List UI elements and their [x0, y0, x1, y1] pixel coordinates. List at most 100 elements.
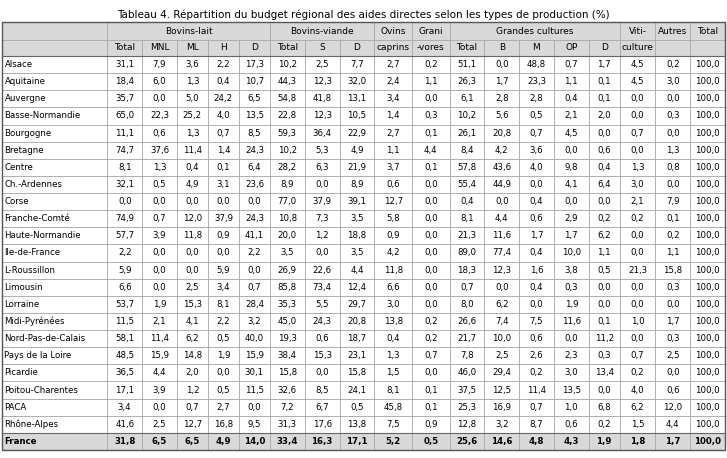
Bar — [270, 365, 305, 382]
Bar — [239, 365, 270, 382]
Bar — [2, 227, 108, 245]
Bar — [449, 210, 484, 227]
Text: 1,7: 1,7 — [665, 437, 680, 446]
Text: 29,7: 29,7 — [348, 300, 366, 309]
Bar — [270, 365, 305, 382]
Bar — [108, 56, 142, 73]
Text: 0,0: 0,0 — [631, 94, 644, 104]
Bar — [449, 210, 484, 227]
Bar — [449, 313, 484, 330]
Bar — [656, 56, 690, 73]
Bar — [177, 330, 208, 347]
Bar — [340, 416, 374, 433]
Bar — [305, 125, 340, 142]
Text: 0,3: 0,3 — [666, 283, 680, 292]
Bar — [619, 279, 656, 296]
Text: Ile-de-France: Ile-de-France — [4, 249, 60, 257]
Bar — [656, 398, 690, 416]
Bar — [142, 227, 177, 245]
Bar — [208, 193, 239, 210]
Bar — [484, 245, 519, 262]
Bar — [270, 40, 305, 56]
Bar — [449, 245, 484, 262]
Bar — [208, 262, 239, 279]
Bar — [589, 398, 619, 416]
Text: 100,0: 100,0 — [695, 197, 720, 206]
Bar — [177, 262, 208, 279]
Text: 5,6: 5,6 — [495, 111, 508, 120]
Bar — [519, 90, 554, 107]
Bar — [656, 107, 690, 125]
Bar — [519, 245, 554, 262]
Bar — [484, 159, 519, 176]
Text: 3,0: 3,0 — [386, 300, 400, 309]
Bar — [340, 330, 374, 347]
Bar — [554, 227, 589, 245]
Bar — [177, 90, 208, 107]
Bar — [177, 296, 208, 313]
Text: 1,6: 1,6 — [530, 266, 543, 275]
Bar — [656, 210, 690, 227]
Bar — [690, 107, 725, 125]
Text: 1,5: 1,5 — [386, 368, 400, 377]
Bar — [142, 296, 177, 313]
Text: -vores: -vores — [417, 44, 444, 53]
Bar — [449, 245, 484, 262]
Text: 41,6: 41,6 — [115, 420, 134, 429]
Bar — [619, 56, 656, 73]
Bar — [412, 193, 449, 210]
Bar — [554, 416, 589, 433]
Bar — [177, 416, 208, 433]
Bar — [270, 125, 305, 142]
Bar — [142, 296, 177, 313]
Bar — [519, 159, 554, 176]
Text: 73,4: 73,4 — [313, 283, 332, 292]
Bar — [239, 382, 270, 398]
Text: 0,0: 0,0 — [217, 197, 230, 206]
Text: 0,0: 0,0 — [598, 129, 611, 137]
Bar — [554, 398, 589, 416]
Text: 6,2: 6,2 — [631, 403, 644, 412]
Text: 11,8: 11,8 — [182, 231, 202, 240]
Bar — [656, 107, 690, 125]
Bar — [270, 176, 305, 193]
Bar — [340, 56, 374, 73]
Bar — [656, 330, 690, 347]
Bar — [449, 398, 484, 416]
Bar — [177, 382, 208, 398]
Bar — [305, 193, 340, 210]
Bar — [340, 398, 374, 416]
Bar — [656, 193, 690, 210]
Bar — [690, 125, 725, 142]
Bar — [449, 22, 619, 40]
Bar — [340, 142, 374, 159]
Bar — [449, 159, 484, 176]
Bar — [340, 262, 374, 279]
Bar — [2, 73, 108, 90]
Bar — [484, 398, 519, 416]
Text: 30,1: 30,1 — [245, 368, 264, 377]
Text: 0,0: 0,0 — [666, 368, 680, 377]
Bar — [554, 245, 589, 262]
Bar — [690, 56, 725, 73]
Bar — [412, 262, 449, 279]
Bar — [484, 296, 519, 313]
Text: Viti-: Viti- — [629, 27, 646, 36]
Bar — [619, 142, 656, 159]
Text: 0,0: 0,0 — [495, 60, 508, 69]
Bar — [239, 90, 270, 107]
Bar — [412, 296, 449, 313]
Bar — [2, 142, 108, 159]
Text: 85,8: 85,8 — [278, 283, 297, 292]
Bar — [177, 398, 208, 416]
Bar — [208, 176, 239, 193]
Bar — [305, 398, 340, 416]
Bar — [108, 296, 142, 313]
Text: 4,1: 4,1 — [564, 180, 578, 189]
Bar — [656, 176, 690, 193]
Text: 74,9: 74,9 — [115, 214, 134, 223]
Bar — [589, 382, 619, 398]
Bar — [374, 22, 412, 40]
Bar — [589, 142, 619, 159]
Text: 0,3: 0,3 — [666, 111, 680, 120]
